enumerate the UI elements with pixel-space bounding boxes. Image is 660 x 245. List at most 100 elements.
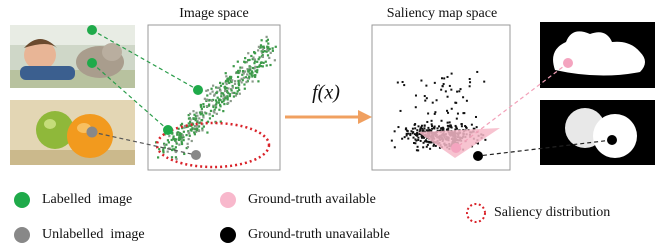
point	[209, 117, 211, 119]
point	[469, 78, 471, 80]
point	[421, 135, 423, 137]
point	[433, 145, 435, 147]
point	[162, 151, 164, 153]
point	[195, 117, 197, 119]
point	[456, 91, 458, 93]
point	[208, 99, 210, 101]
point	[464, 125, 466, 127]
point	[427, 129, 429, 131]
point	[431, 125, 433, 127]
point	[415, 140, 417, 142]
point	[425, 139, 427, 141]
point	[202, 114, 204, 116]
legend-label: Unlabelled image	[42, 227, 145, 242]
point	[431, 128, 433, 130]
point	[209, 113, 211, 115]
point	[254, 70, 256, 72]
point	[449, 121, 451, 123]
point	[394, 130, 396, 132]
point	[266, 49, 268, 51]
point	[210, 88, 212, 90]
saliency-map-2	[540, 100, 655, 165]
point	[272, 47, 274, 49]
point	[251, 74, 253, 76]
point	[420, 140, 422, 142]
point	[391, 140, 393, 142]
point	[239, 93, 241, 95]
point	[402, 81, 404, 83]
point	[471, 124, 473, 126]
point	[426, 121, 428, 123]
point	[441, 77, 443, 79]
point	[193, 131, 195, 133]
point	[252, 80, 254, 82]
point	[226, 83, 228, 85]
point	[249, 67, 251, 69]
point	[223, 103, 225, 105]
point	[212, 106, 214, 108]
point	[243, 83, 245, 85]
point	[203, 125, 205, 127]
point	[183, 127, 185, 129]
point	[254, 58, 256, 60]
point	[236, 71, 238, 73]
point	[248, 59, 250, 61]
point	[258, 66, 260, 68]
legend-swatch	[220, 192, 236, 208]
point	[235, 87, 237, 89]
point	[201, 129, 203, 131]
point	[401, 138, 403, 140]
point	[458, 90, 460, 92]
point	[417, 146, 419, 148]
point	[252, 56, 254, 58]
point	[189, 113, 191, 115]
point	[237, 61, 239, 63]
point	[216, 113, 218, 115]
point	[423, 127, 425, 129]
point	[447, 96, 449, 98]
point	[175, 158, 177, 160]
point	[157, 156, 159, 158]
point	[232, 86, 234, 88]
point	[443, 83, 445, 85]
point	[158, 148, 160, 150]
point	[243, 72, 245, 74]
point	[422, 146, 424, 148]
point	[419, 128, 421, 130]
point	[456, 118, 458, 120]
point	[191, 140, 193, 142]
point	[241, 67, 243, 69]
point	[190, 129, 192, 131]
point	[225, 97, 227, 99]
point	[407, 138, 409, 140]
point	[257, 80, 259, 82]
point	[434, 82, 436, 84]
point	[242, 79, 244, 81]
point	[429, 129, 431, 131]
point	[427, 112, 429, 114]
arrow-head	[358, 110, 372, 124]
point	[190, 118, 192, 120]
point	[167, 151, 169, 153]
point	[220, 85, 222, 87]
mapping-label: f(x)	[312, 82, 340, 104]
point	[427, 127, 429, 129]
point	[192, 110, 194, 112]
point	[260, 44, 262, 46]
point	[215, 106, 217, 108]
point	[450, 89, 452, 91]
point	[450, 126, 452, 128]
point	[416, 132, 418, 134]
point	[196, 115, 198, 117]
point	[262, 56, 264, 58]
point	[199, 111, 201, 113]
point	[234, 80, 236, 82]
point	[183, 153, 185, 155]
point	[168, 135, 170, 137]
point	[254, 66, 256, 68]
point	[211, 91, 213, 93]
point	[216, 92, 218, 94]
point	[256, 61, 258, 63]
point	[266, 64, 268, 66]
point	[228, 78, 230, 80]
